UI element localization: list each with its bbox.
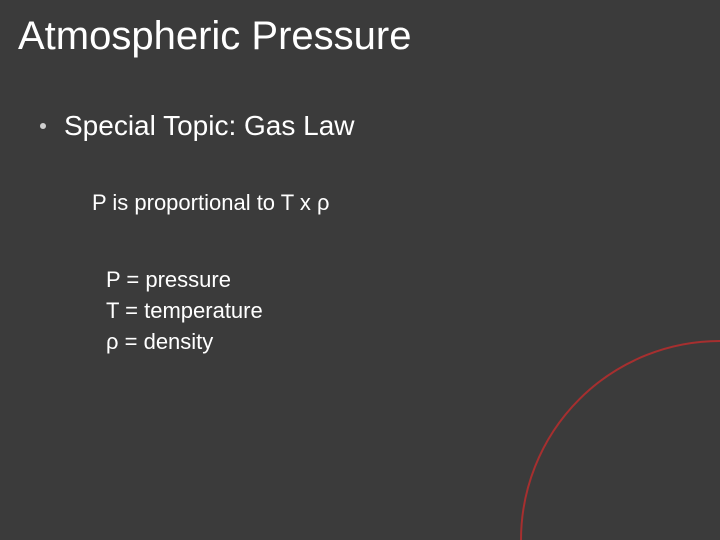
definition-line: P = pressure bbox=[106, 265, 263, 296]
slide-title: Atmospheric Pressure bbox=[18, 14, 411, 59]
subtitle-row: Special Topic: Gas Law bbox=[40, 110, 355, 142]
definitions-block: P = pressure T = temperature ρ = density bbox=[106, 265, 263, 357]
decorative-arc bbox=[520, 340, 720, 540]
formula-text: P is proportional to T x ρ bbox=[92, 190, 330, 216]
slide-subtitle: Special Topic: Gas Law bbox=[64, 110, 355, 142]
definition-line: ρ = density bbox=[106, 327, 263, 358]
definition-line: T = temperature bbox=[106, 296, 263, 327]
slide: Atmospheric Pressure Special Topic: Gas … bbox=[0, 0, 720, 540]
bullet-icon bbox=[40, 123, 46, 129]
